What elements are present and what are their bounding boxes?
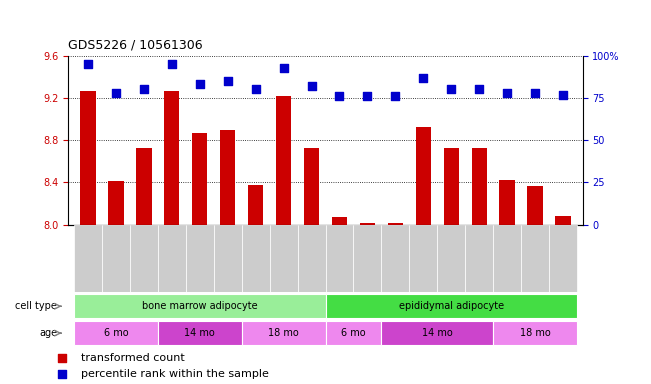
- Point: [279, 65, 289, 71]
- Bar: [381, 321, 493, 345]
- Point: [418, 74, 428, 81]
- Point: [334, 93, 344, 99]
- Bar: [326, 225, 353, 292]
- Bar: [130, 225, 158, 292]
- Bar: [164, 91, 180, 225]
- Bar: [360, 223, 375, 225]
- Bar: [220, 129, 236, 225]
- Text: 18 mo: 18 mo: [268, 328, 299, 338]
- Bar: [415, 127, 431, 225]
- Bar: [74, 225, 102, 292]
- Bar: [527, 185, 543, 225]
- Text: epididymal adipocyte: epididymal adipocyte: [398, 301, 504, 311]
- Bar: [499, 180, 515, 225]
- Bar: [186, 225, 214, 292]
- Text: cell type: cell type: [16, 301, 57, 311]
- Text: 6 mo: 6 mo: [104, 328, 128, 338]
- Bar: [326, 294, 577, 318]
- Point: [111, 90, 121, 96]
- Bar: [353, 225, 381, 292]
- Point: [558, 91, 568, 98]
- Point: [390, 93, 400, 99]
- Point: [446, 86, 456, 93]
- Bar: [471, 147, 487, 225]
- Bar: [270, 225, 298, 292]
- Text: age: age: [39, 328, 57, 338]
- Bar: [276, 96, 291, 225]
- Bar: [242, 225, 270, 292]
- Point: [502, 90, 512, 96]
- Point: [83, 61, 93, 67]
- Point: [167, 61, 177, 67]
- Text: percentile rank within the sample: percentile rank within the sample: [81, 369, 270, 379]
- Bar: [74, 321, 158, 345]
- Point: [530, 90, 540, 96]
- Point: [139, 86, 149, 93]
- Point: [307, 83, 317, 89]
- Bar: [304, 147, 319, 225]
- Text: 14 mo: 14 mo: [422, 328, 452, 338]
- Bar: [158, 225, 186, 292]
- Bar: [332, 217, 347, 225]
- Bar: [102, 225, 130, 292]
- Bar: [381, 225, 409, 292]
- Bar: [443, 147, 459, 225]
- Point: [362, 93, 372, 99]
- Bar: [108, 181, 124, 225]
- Bar: [465, 225, 493, 292]
- Point: [195, 81, 205, 88]
- Bar: [521, 225, 549, 292]
- Text: GDS5226 / 10561306: GDS5226 / 10561306: [68, 39, 203, 52]
- Text: bone marrow adipocyte: bone marrow adipocyte: [142, 301, 258, 311]
- Point: [57, 355, 67, 361]
- Bar: [388, 223, 403, 225]
- Text: transformed count: transformed count: [81, 353, 185, 363]
- Bar: [192, 133, 208, 225]
- Bar: [493, 225, 521, 292]
- Bar: [242, 321, 326, 345]
- Text: 6 mo: 6 mo: [341, 328, 366, 338]
- Bar: [555, 216, 571, 225]
- Bar: [80, 91, 96, 225]
- Text: 14 mo: 14 mo: [184, 328, 215, 338]
- Bar: [549, 225, 577, 292]
- Bar: [326, 321, 381, 345]
- Bar: [437, 225, 465, 292]
- Point: [251, 86, 261, 93]
- Bar: [409, 225, 437, 292]
- Point: [57, 371, 67, 377]
- Bar: [74, 294, 326, 318]
- Bar: [136, 147, 152, 225]
- Bar: [214, 225, 242, 292]
- Text: 18 mo: 18 mo: [519, 328, 551, 338]
- Bar: [493, 321, 577, 345]
- Point: [474, 86, 484, 93]
- Bar: [158, 321, 242, 345]
- Bar: [248, 184, 263, 225]
- Bar: [298, 225, 326, 292]
- Point: [223, 78, 233, 84]
